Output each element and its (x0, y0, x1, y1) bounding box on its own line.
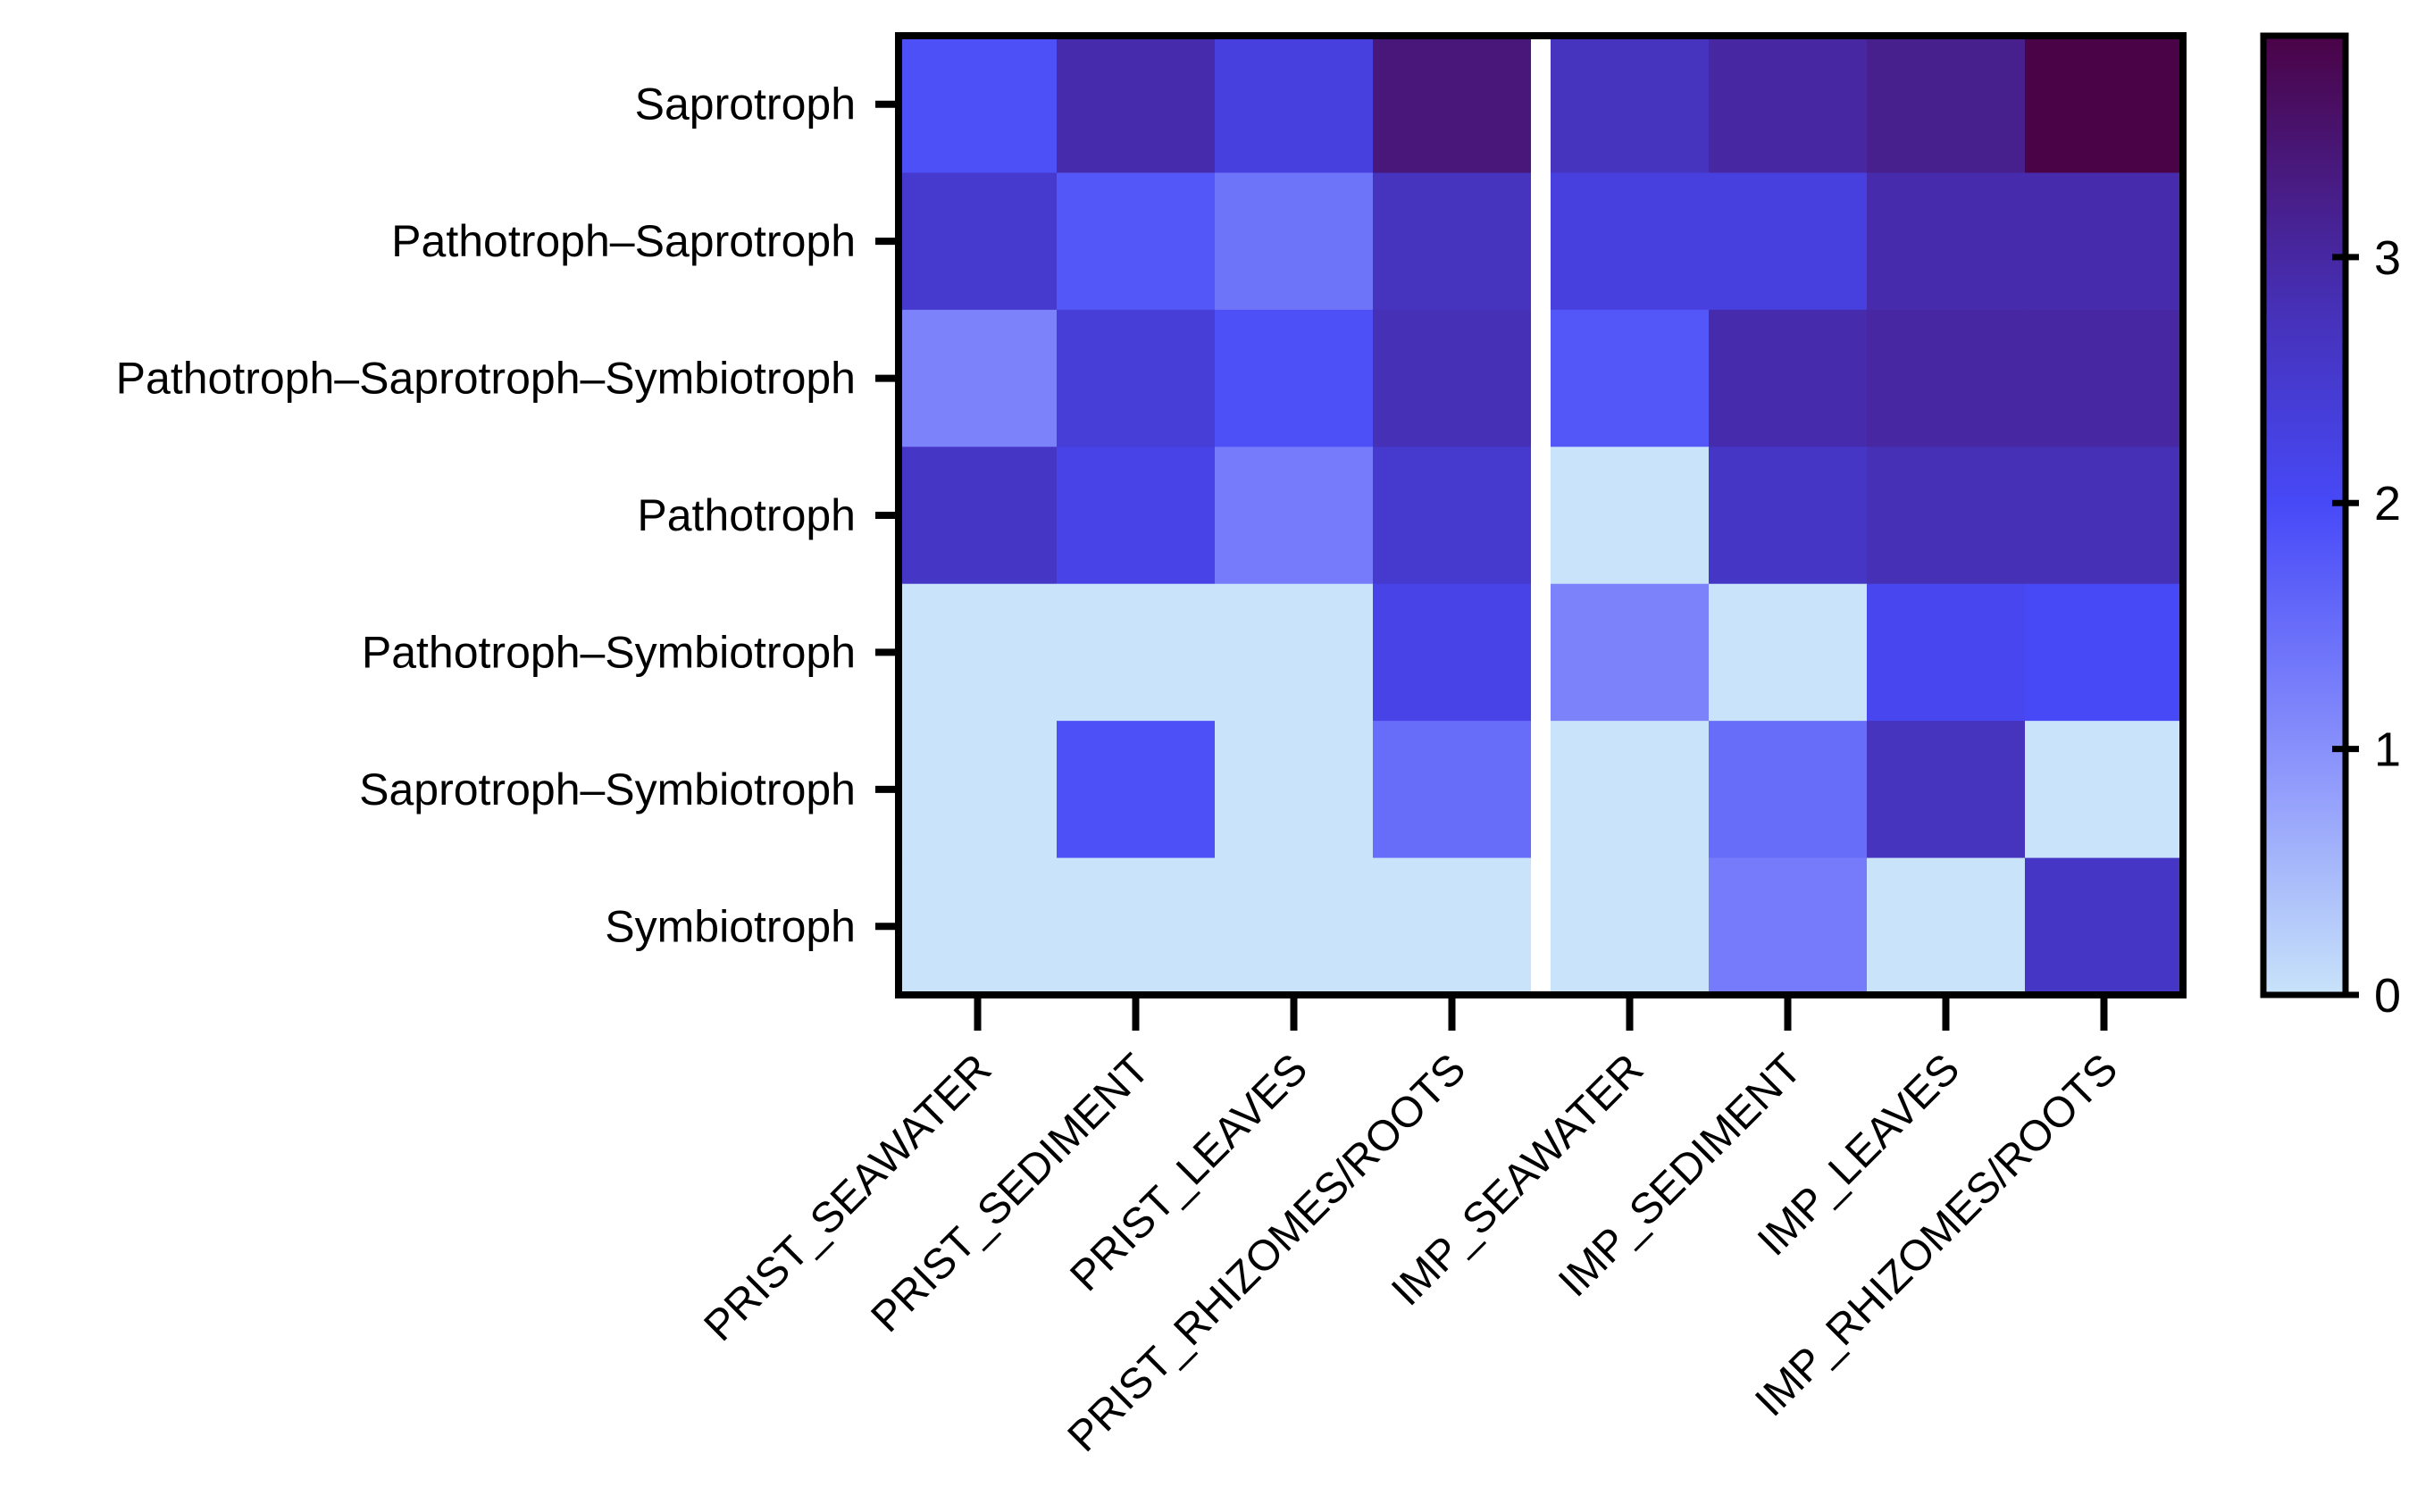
heatmap-cell (1373, 447, 1532, 585)
heatmap-cell (899, 583, 1058, 722)
heatmap-cell (1551, 172, 1710, 311)
heatmap-cell (1373, 36, 1532, 174)
heatmap-cell (1709, 721, 1868, 859)
heatmap-cell (899, 309, 1058, 447)
heatmap-cell (1551, 721, 1710, 859)
heatmap-cell (1709, 447, 1868, 585)
heatmap-cell (899, 447, 1058, 585)
column-label: PRIST_SEAWATER (696, 1045, 1001, 1350)
colorbar-tick-label: 0 (2374, 969, 2401, 1023)
row-label: Pathotroph–Saprotroph–Symbiotroph (116, 354, 856, 404)
heatmap-cell (1867, 36, 2026, 174)
heatmap-cell (1373, 583, 1532, 722)
heatmap-cell (1057, 309, 1216, 447)
heatmap-cell (2025, 172, 2184, 311)
colorbar-gradient (2260, 32, 2349, 998)
heatmap-cell (1057, 447, 1216, 585)
colorbar-tick-label: 1 (2374, 723, 2401, 777)
group-gap (1531, 36, 1551, 995)
heatmap-cell (1551, 857, 1710, 996)
heatmap-cell (899, 172, 1058, 311)
heatmap-cell (1057, 172, 1216, 311)
heatmap-cell (1215, 721, 1374, 859)
row-label: Pathotroph–Symbiotroph (362, 627, 856, 677)
row-label: Saprotroph–Symbiotroph (359, 764, 856, 814)
heatmap-cell (1867, 721, 2026, 859)
heatmap-cell (2025, 857, 2184, 996)
heatmap-cell (1709, 857, 1868, 996)
heatmap-cell (1867, 309, 2026, 447)
row-label: Pathotroph (637, 490, 856, 540)
heatmap-cell (1215, 172, 1374, 311)
heatmap-cell (1709, 36, 1868, 174)
heatmap-cell (1215, 583, 1374, 722)
row-label: Symbiotroph (605, 901, 856, 951)
heatmap-cell (1551, 583, 1710, 722)
heatmap-cell (1709, 309, 1868, 447)
heatmap-cell (1709, 583, 1868, 722)
heatmap-cell (1215, 857, 1374, 996)
heatmap-cells (899, 36, 2184, 996)
heatmap-cell (1057, 583, 1216, 722)
heatmap-cell (899, 36, 1058, 174)
heatmap-cell (1373, 309, 1532, 447)
heatmap-cell (1373, 172, 1532, 311)
heatmap-cell (1215, 36, 1374, 174)
heatmap-cell (2025, 583, 2184, 722)
colorbar: 0 1 2 3 (2260, 32, 2401, 1023)
heatmap-cell (2025, 447, 2184, 585)
row-label: Pathotroph–Saprotroph (391, 216, 856, 266)
heatmap-cell (899, 857, 1058, 996)
colorbar-tick-label: 2 (2374, 477, 2401, 530)
heatmap-cell (1551, 36, 1710, 174)
column-label: PRIST_SEDIMENT (863, 1045, 1159, 1341)
heatmap-cell (2025, 36, 2184, 174)
heatmap-cell (1867, 447, 2026, 585)
row-labels: Saprotroph Pathotroph–Saprotroph Pathotrop… (116, 79, 899, 951)
heatmap-cell (1867, 857, 2026, 996)
heatmap-cell (1551, 447, 1710, 585)
heatmap-cell (1709, 172, 1868, 311)
heatmap-cell (1057, 721, 1216, 859)
heatmap-cell (1373, 721, 1532, 859)
heatmap-cell (1215, 447, 1374, 585)
heatmap-cell (1373, 857, 1532, 996)
heatmap-cell (1867, 583, 2026, 722)
heatmap-cell (1057, 857, 1216, 996)
heatmap-cell (1551, 309, 1710, 447)
colorbar-tick-label: 3 (2374, 231, 2401, 285)
heatmap-cell (1867, 172, 2026, 311)
heatmap-cell (1215, 309, 1374, 447)
heatmap-cell (2025, 309, 2184, 447)
row-label: Saprotroph (635, 79, 856, 129)
heatmap-cell (2025, 721, 2184, 859)
column-labels: PRIST_SEAWATERPRIST_SEDIMENTPRIST_LEAVES… (696, 995, 2127, 1461)
heatmap-cell (899, 721, 1058, 859)
heatmap-cell (1057, 36, 1216, 174)
